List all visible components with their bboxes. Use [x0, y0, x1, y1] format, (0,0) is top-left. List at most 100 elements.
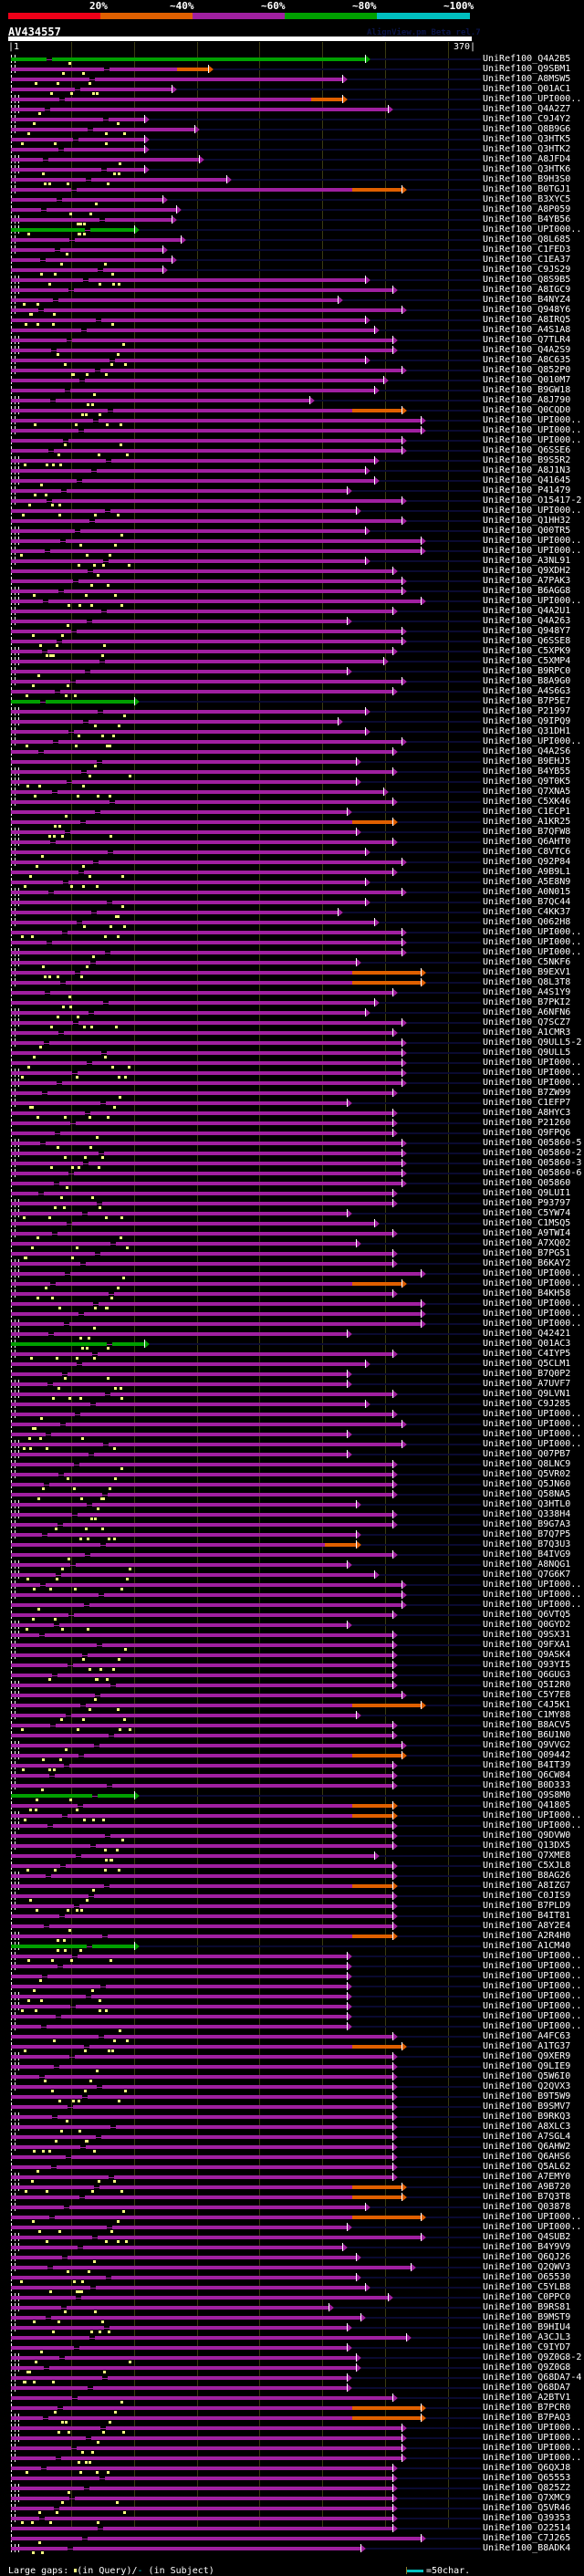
hit-label[interactable]: UniRef100_A8Y2E4 [483, 1921, 571, 1931]
hit-label[interactable]: UniRef100_Q010M7 [483, 375, 571, 385]
hit-label[interactable]: UniRef100_C9JS29 [483, 265, 571, 275]
hit-row[interactable]: UniRef100_P93797 [0, 1198, 584, 1209]
hit-label[interactable]: UniRef100_B7PG51 [483, 1248, 571, 1258]
hit-label[interactable]: UniRef100_Q6CW84 [483, 1770, 571, 1780]
hit-label[interactable]: UniRef100_Q948Y7 [483, 626, 571, 636]
hit-row[interactable]: UniRef100_Q8S9B5 [0, 275, 584, 286]
hit-label[interactable]: UniRef100_B7Q0P2 [483, 1369, 571, 1379]
hit-row[interactable]: UniRef100_UPI000.. [0, 947, 584, 958]
hit-row[interactable]: UniRef100_C1FED3 [0, 245, 584, 256]
hit-row[interactable]: UniRef100_A9B9L1 [0, 867, 584, 878]
hit-label[interactable]: UniRef100_UPI000.. [483, 2222, 582, 2232]
hit-label[interactable]: UniRef100_A4S6G3 [483, 686, 571, 696]
hit-row[interactable]: UniRef100_Q6QJ26 [0, 2252, 584, 2263]
hit-label[interactable]: UniRef100_A8XLC3 [483, 2122, 571, 2132]
hit-row[interactable]: UniRef100_Q5AL62 [0, 2162, 584, 2173]
hit-label[interactable]: UniRef100_Q0GYD2 [483, 1620, 571, 1630]
hit-label[interactable]: UniRef100_UPI000.. [483, 536, 582, 546]
hit-label[interactable]: UniRef100_O22514 [483, 2523, 571, 2533]
hit-row[interactable]: UniRef100_Q9LUI1 [0, 1188, 584, 1199]
hit-label[interactable]: UniRef100_UPI000.. [483, 506, 582, 516]
hit-label[interactable]: UniRef100_Q13DX5 [483, 1841, 571, 1851]
hit-row[interactable]: UniRef100_Q9DVW0 [0, 1830, 584, 1841]
hit-label[interactable]: UniRef100_Q4A263 [483, 616, 571, 626]
hit-row[interactable]: UniRef100_Q3HTK2 [0, 144, 584, 155]
hit-row[interactable]: UniRef100_Q00TR5 [0, 526, 584, 537]
hit-label[interactable]: UniRef100_UPI000.. [483, 1409, 582, 1419]
hit-row[interactable]: UniRef100_C4IYP5 [0, 1349, 584, 1360]
hit-label[interactable]: UniRef100_Q9ASK4 [483, 1650, 571, 1660]
hit-row[interactable]: UniRef100_Q7XNA5 [0, 787, 584, 798]
hit-row[interactable]: UniRef100_A8XLC3 [0, 2122, 584, 2133]
hit-label[interactable]: UniRef100_B4IVG9 [483, 1549, 571, 1559]
hit-row[interactable]: UniRef100_Q3HTL0 [0, 1499, 584, 1510]
hit-label[interactable]: UniRef100_C0JIS9 [483, 1891, 571, 1901]
hit-label[interactable]: UniRef100_A8IRQ5 [483, 315, 571, 325]
hit-row[interactable]: UniRef100_Q8B9G6 [0, 124, 584, 135]
hit-label[interactable]: UniRef100_B4YB56 [483, 214, 571, 224]
hit-label[interactable]: UniRef100_B7PCR0 [483, 2403, 571, 2413]
hit-label[interactable]: UniRef100_Q5AL62 [483, 2162, 571, 2172]
hit-label[interactable]: UniRef100_B6U1N0 [483, 1730, 571, 1740]
hit-label[interactable]: UniRef100_UPI000.. [483, 435, 582, 445]
hit-label[interactable]: UniRef100_B7PKI2 [483, 997, 571, 1007]
hit-label[interactable]: UniRef100_Q42421 [483, 1329, 571, 1339]
hit-label[interactable]: UniRef100_Q05860 [483, 1178, 571, 1188]
hit-label[interactable]: UniRef100_B8A9G0 [483, 676, 571, 686]
hit-row[interactable]: UniRef100_Q42421 [0, 1329, 584, 1340]
hit-label[interactable]: UniRef100_C9J285 [483, 1399, 571, 1409]
hit-row[interactable]: UniRef100_Q39353 [0, 2513, 584, 2524]
hit-label[interactable]: UniRef100_B9MST9 [483, 2312, 571, 2322]
hit-row[interactable]: UniRef100_Q825Z2 [0, 2483, 584, 2494]
hit-label[interactable]: UniRef100_UPI000.. [483, 2021, 582, 2031]
hit-row[interactable]: UniRef100_UPI000.. [0, 1419, 584, 1430]
hit-row[interactable]: UniRef100_Q01AC1 [0, 84, 584, 95]
hit-row[interactable]: UniRef100_Q05860-2 [0, 1148, 584, 1159]
hit-label[interactable]: UniRef100_A8C635 [483, 355, 571, 365]
hit-label[interactable]: UniRef100_UPI000.. [483, 736, 582, 746]
hit-label[interactable]: UniRef100_B4NYZ4 [483, 295, 571, 305]
hit-row[interactable]: UniRef100_Q9Z0G8-2 [0, 2352, 584, 2363]
hit-row[interactable]: UniRef100_Q5CLM1 [0, 1359, 584, 1370]
hit-row[interactable]: UniRef100_C1EA37 [0, 255, 584, 266]
hit-label[interactable]: UniRef100_B4KH58 [483, 1288, 571, 1298]
hit-label[interactable]: UniRef100_Q9FPQ6 [483, 1128, 571, 1138]
hit-label[interactable]: UniRef100_UPI000.. [483, 1058, 582, 1068]
hit-label[interactable]: UniRef100_B9T5W9 [483, 2091, 571, 2101]
hit-row[interactable]: UniRef100_UPI000.. [0, 1820, 584, 1831]
hit-label[interactable]: UniRef100_A8IGC9 [483, 285, 571, 295]
hit-row[interactable]: UniRef100_C5NKF6 [0, 957, 584, 968]
hit-row[interactable]: UniRef100_UPI000.. [0, 425, 584, 436]
hit-row[interactable]: UniRef100_UPI000.. [0, 1439, 584, 1450]
hit-row[interactable]: UniRef100_Q2QWV3 [0, 2262, 584, 2273]
hit-row[interactable]: UniRef100_C5YLB8 [0, 2282, 584, 2293]
hit-label[interactable]: UniRef100_UPI000.. [483, 94, 582, 104]
hit-label[interactable]: UniRef100_A8J790 [483, 395, 571, 405]
hit-row[interactable]: UniRef100_B4KH58 [0, 1288, 584, 1299]
hit-row[interactable]: UniRef100_UPI000.. [0, 2212, 584, 2223]
hit-label[interactable]: UniRef100_A9B720 [483, 2182, 571, 2192]
hit-row[interactable]: UniRef100_Q010M7 [0, 375, 584, 386]
hit-label[interactable]: UniRef100_UPI000.. [483, 1068, 582, 1078]
hit-label[interactable]: UniRef100_Q5VR02 [483, 1469, 571, 1479]
hit-label[interactable]: UniRef100_P41479 [483, 485, 571, 495]
hit-row[interactable]: UniRef100_Q5W6I0 [0, 2071, 584, 2082]
hit-row[interactable]: UniRef100_Q4A263 [0, 616, 584, 627]
hit-label[interactable]: UniRef100_A3NL91 [483, 556, 571, 566]
hit-label[interactable]: UniRef100_UPI000.. [483, 1268, 582, 1278]
hit-row[interactable]: UniRef100_Q8LNC9 [0, 1459, 584, 1470]
hit-label[interactable]: UniRef100_Q6QXJ8 [483, 2463, 571, 2473]
hit-label[interactable]: UniRef100_UPI000.. [483, 1981, 582, 1991]
hit-row[interactable]: UniRef100_B9GW18 [0, 385, 584, 396]
hit-label[interactable]: UniRef100_Q6AHT0 [483, 837, 571, 847]
hit-row[interactable]: UniRef100_Q9ULL5 [0, 1048, 584, 1059]
hit-row[interactable]: UniRef100_A8J1N3 [0, 465, 584, 476]
hit-row[interactable]: UniRef100_UPI000.. [0, 1991, 584, 2002]
hit-row[interactable]: UniRef100_C5XMP4 [0, 656, 584, 667]
hit-row[interactable]: UniRef100_B9RKQ3 [0, 2112, 584, 2122]
hit-label[interactable]: UniRef100_B9RKQ3 [483, 2112, 571, 2122]
hit-label[interactable]: UniRef100_Q825Z2 [483, 2483, 571, 2493]
hit-label[interactable]: UniRef100_O65530 [483, 2272, 571, 2282]
hit-row[interactable]: UniRef100_Q7SCZ7 [0, 1017, 584, 1028]
hit-row[interactable]: UniRef100_A3NL91 [0, 556, 584, 567]
